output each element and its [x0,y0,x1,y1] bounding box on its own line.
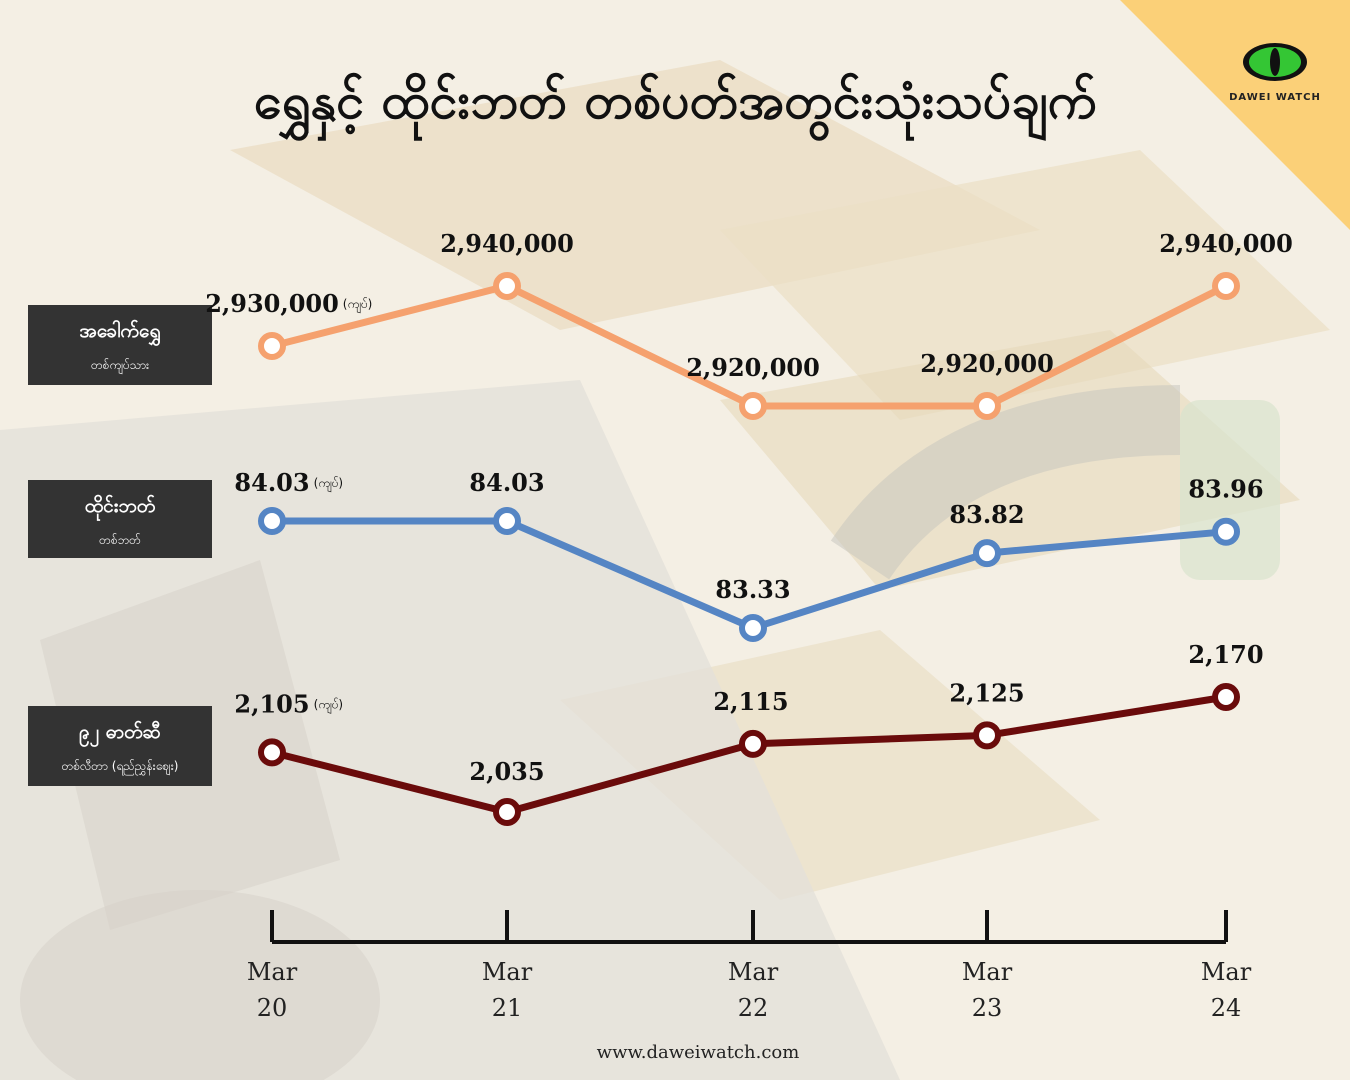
x-tick-label-month: Mar [962,958,1013,986]
fuel-data-label: 2,035 [469,757,544,786]
x-tick-label-month: Mar [728,958,779,986]
fuel-data-label: 2,125 [949,678,1024,707]
logo-text: DAWEI WATCH [1229,92,1321,103]
fuel-point [258,738,286,767]
fuel-data-label: 2,115 [713,687,788,716]
page-title: ရွှေနှင့် ထိုင်းဘတ် တစ်ပတ်အတွင်းသုံးသပ်ခ… [253,72,1097,130]
baht-data-label: 83.33 [715,575,790,604]
fuel-label-box: ၉၂ ဓာတ်ဆီ တစ်လီတာ (ရည်ညွှန်းဈေး) [28,706,212,786]
baht-point [493,507,521,535]
gold-point [258,332,286,360]
corner-accent [1120,0,1350,230]
eye-icon [1243,43,1307,81]
gold-point [739,392,767,420]
gold-data-label: 2,930,000 [205,289,339,318]
fuel-point [493,798,521,826]
gold-label: အခေါက်ရွှေ [79,320,161,342]
gold-sublabel: တစ်ကျပ်သား [90,358,150,372]
gold-label-box: အခေါက်ရွှေ တစ်ကျပ်သား [28,305,212,385]
fuel-point [1212,683,1240,711]
x-tick-label-day: 20 [257,994,288,1022]
baht-point [1212,517,1240,546]
baht-data-label: 84.03 [234,468,309,497]
fuel-point [739,729,767,758]
x-tick-label-day: 21 [492,994,523,1022]
baht-point [258,507,286,535]
baht-sublabel: တစ်ဘတ် [99,533,141,547]
gold-point [973,392,1001,420]
x-tick-label-month: Mar [1201,958,1252,986]
baht-data-label: 83.82 [949,500,1024,529]
gold-data-label: 2,920,000 [686,353,820,382]
baht-data-label: 84.03 [469,468,544,497]
x-tick-label-day: 24 [1211,994,1242,1022]
gold-data-label: 2,920,000 [920,349,1054,378]
baht-point [973,539,1001,568]
x-tick-label-day: 23 [972,994,1003,1022]
gold-data-label: 2,940,000 [440,229,574,258]
fuel-data-label: 2,105 [234,689,309,718]
baht-label: ထိုင်းဘတ် [84,495,156,517]
fuel-point [973,721,1001,750]
fuel-label: ၉၂ ဓာတ်ဆီ [78,721,161,743]
gold-point [493,272,521,300]
x-tick-label-month: Mar [247,958,298,986]
baht-label-box: ထိုင်းဘတ် တစ်ဘတ် [28,480,212,558]
dawei-watch-logo: DAWEI WATCH [1220,40,1330,103]
fuel-sublabel: တစ်လီတာ (ရည်ညွှန်းဈေး) [61,759,179,773]
baht-point [739,614,767,642]
fuel-data-label: 2,170 [1188,640,1263,669]
baht-unit-label: (ကျပ်) [314,475,343,493]
gold-unit-label: (ကျပ်) [343,296,372,314]
baht-data-label: 83.96 [1188,475,1263,504]
x-tick-label-month: Mar [482,958,533,986]
fuel-unit-label: (ကျပ်) [314,696,343,714]
website-url: www.daweiwatch.com [596,1042,800,1063]
x-tick-label-day: 22 [738,994,769,1022]
gold-data-label: 2,940,000 [1159,229,1293,258]
gold-point [1212,272,1240,300]
gold-series-line [271,282,1228,410]
